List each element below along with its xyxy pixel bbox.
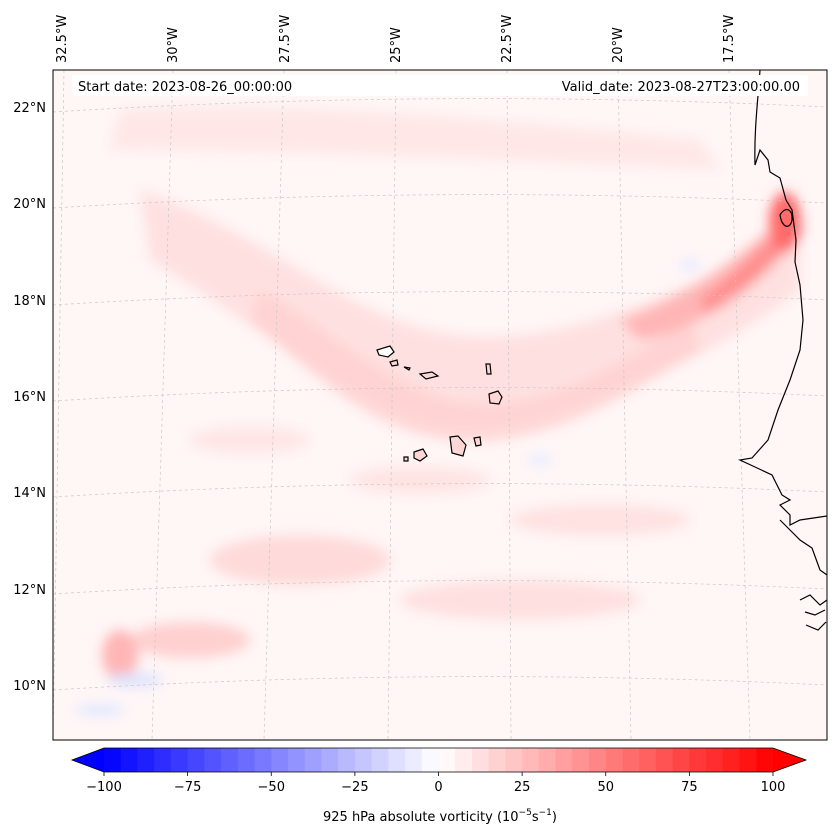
lat-label-22n: 22°N <box>13 101 46 116</box>
colorbar-cell <box>622 748 640 772</box>
colorbar-ticks: −100 −75 −50 −25 0 25 50 75 100 <box>86 772 785 795</box>
colorbar-cell <box>137 748 155 772</box>
colorbar-cell <box>405 748 423 772</box>
lon-label-17-5w: 17.5°W <box>722 15 737 63</box>
colorbar-tick-label: −100 <box>86 780 122 795</box>
colorbar-cell <box>338 748 356 772</box>
colorbar: −100 −75 −50 −25 0 25 50 75 100 925 hPa absolute… <box>70 747 808 825</box>
colorbar-left-extension <box>72 748 104 772</box>
lon-label-30w: 30°W <box>166 27 181 63</box>
colorbar-cell <box>204 748 222 772</box>
colorbar-cell <box>287 748 306 772</box>
colorbar-cell <box>371 748 389 772</box>
colorbar-tick-label: −25 <box>341 780 368 795</box>
colorbar-cell <box>237 748 256 772</box>
lat-label-16n: 16°N <box>13 390 46 405</box>
colorbar-cell <box>354 748 373 772</box>
colorbar-tick-label: 100 <box>761 780 786 795</box>
colorbar-tick-label: 25 <box>514 780 531 795</box>
colorbar-cell <box>455 748 473 772</box>
colorbar-cell <box>706 748 724 772</box>
valid-date-label: Valid_date: 2023-08-27T23:00:00.00 <box>562 80 800 95</box>
colorbar-tick-label: −50 <box>258 780 285 795</box>
colorbar-cell <box>655 748 674 772</box>
colorbar-cell <box>589 748 607 772</box>
start-date-label: Start date: 2023-08-26_00:00:00 <box>78 80 292 95</box>
colorbar-cell <box>120 748 138 772</box>
lon-label-20w: 20°W <box>611 27 626 63</box>
colorbar-cell <box>254 748 272 772</box>
colorbar-cell <box>538 748 557 772</box>
island-sao-nicolau <box>418 371 440 380</box>
colorbar-cell <box>438 748 456 772</box>
map-frame <box>52 69 828 741</box>
colorbar-tick-label: 0 <box>434 780 442 795</box>
date-label-background <box>72 75 808 96</box>
lat-label-10n: 10°N <box>13 679 46 694</box>
colorbar-cell <box>304 748 322 772</box>
colorbar-cell <box>672 748 690 772</box>
cape-verde-islands <box>376 345 503 462</box>
colorbar-tick-label: 75 <box>681 780 698 795</box>
lat-label-18n: 18°N <box>13 294 46 309</box>
colorbar-cell <box>271 748 289 772</box>
colorbar-cell <box>739 748 757 772</box>
gridlines <box>53 70 827 740</box>
lon-label-32-5w: 32.5°W <box>55 15 70 63</box>
map-panel <box>53 70 827 740</box>
island-santo-antao <box>376 345 395 358</box>
vorticity-field <box>75 107 805 716</box>
colorbar-cell <box>639 748 657 772</box>
island-sao-vicente <box>389 359 399 367</box>
colorbar-cell <box>421 748 439 772</box>
island-sal <box>485 363 492 375</box>
colorbar-cell <box>187 748 205 772</box>
island-santa-luzia <box>403 366 411 371</box>
lon-label-22-5w: 22.5°W <box>500 15 515 63</box>
longitude-labels: 32.5°W 30°W 27.5°W 25°W 22.5°W 20°W 17.5… <box>55 15 737 63</box>
lon-label-27-5w: 27.5°W <box>278 15 293 63</box>
island-santiago <box>449 435 467 457</box>
colorbar-cell <box>221 748 239 772</box>
colorbar-cell <box>605 748 623 772</box>
lat-label-12n: 12°N <box>13 583 46 598</box>
colorbar-cell <box>572 748 590 772</box>
lon-label-25w: 25°W <box>389 27 404 63</box>
colorbar-label: 925 hPa absolute vorticity (10−5s−1) <box>323 808 557 825</box>
colorbar-cell <box>104 748 122 772</box>
colorbar-cell <box>555 748 573 772</box>
island-brava <box>403 456 409 462</box>
island-boa-vista <box>488 390 503 405</box>
colorbar-cell <box>321 748 339 772</box>
colorbar-right-extension <box>773 748 806 772</box>
lat-label-14n: 14°N <box>13 486 46 501</box>
colorbar-cell <box>154 748 172 772</box>
colorbar-cells <box>104 748 774 772</box>
colorbar-cell <box>689 748 707 772</box>
colorbar-cell <box>522 748 540 772</box>
latitude-labels: 22°N 20°N 18°N 16°N 14°N 12°N 10°N <box>13 101 46 694</box>
colorbar-cell <box>170 748 189 772</box>
colorbar-tick-label: 50 <box>597 780 614 795</box>
colorbar-cell <box>505 748 523 772</box>
colorbar-tick-label: −75 <box>174 780 201 795</box>
colorbar-cell <box>488 748 506 772</box>
colorbar-cell <box>388 748 406 772</box>
colorbar-cell <box>756 748 774 772</box>
coastline <box>737 70 827 631</box>
island-maio <box>473 436 482 447</box>
island-fogo <box>413 448 428 462</box>
colorbar-cell <box>471 748 490 772</box>
lat-label-20n: 20°N <box>13 197 46 212</box>
colorbar-cell <box>722 748 741 772</box>
